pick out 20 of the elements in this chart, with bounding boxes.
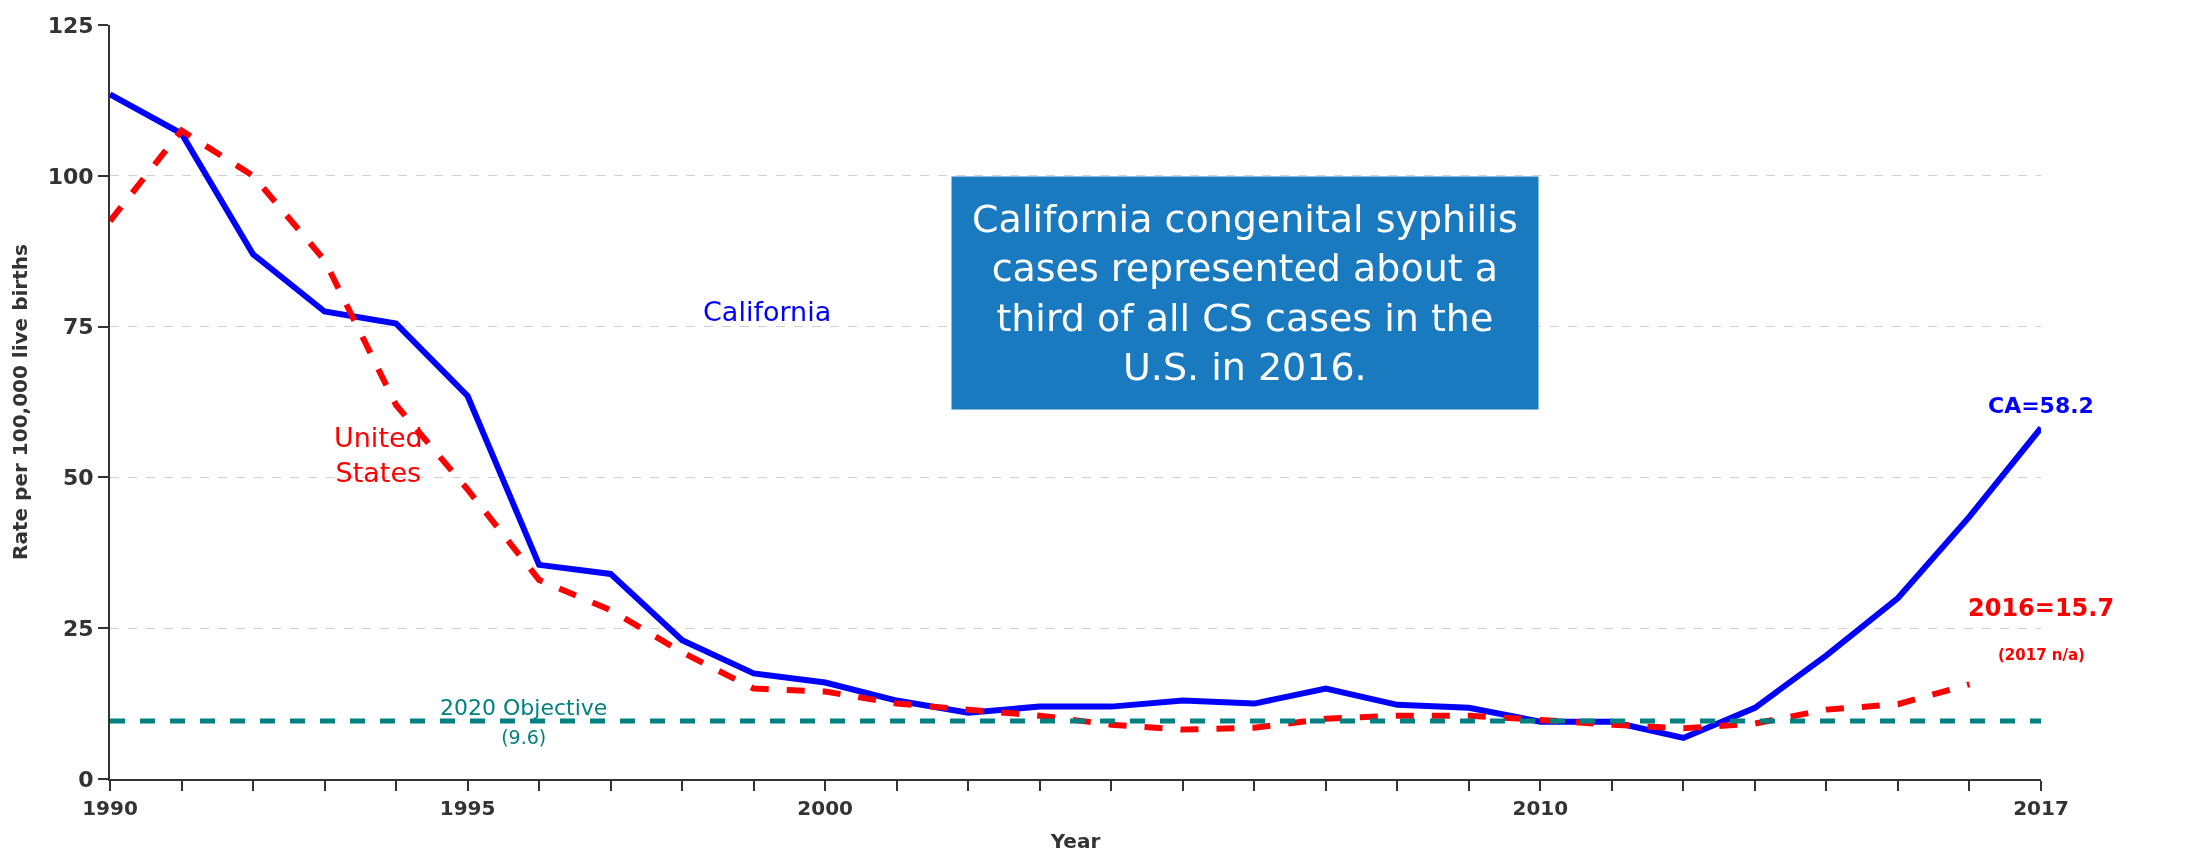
x-tick-label: 2010 [1512, 796, 1569, 820]
annotation: 2016=15.7 [1968, 594, 2115, 622]
ref-line-label: 2020 Objective (9.6) [440, 695, 608, 748]
x-axis-title: Year [1049, 829, 1101, 853]
y-tick-label: 0 [78, 766, 94, 792]
x-tick-label: 1990 [82, 796, 138, 820]
y-tick-label: 75 [62, 314, 94, 340]
x-tick-label: 2017 [2013, 796, 2069, 820]
x-tick-label: 1995 [439, 796, 496, 820]
x-tick-label: 2000 [797, 796, 854, 820]
y-tick-label: 125 [47, 12, 94, 38]
annotation: California congenital syphilis cases represented about a third of all CS cases in the U.S. in 2016. [972, 197, 1518, 390]
y-tick-label: 100 [47, 163, 94, 189]
annotation: CA=58.2 [1988, 393, 2094, 418]
y-tick-label: 50 [62, 465, 94, 491]
y-axis-title: Rate per 100,000 live births [7, 244, 32, 560]
y-tick-label: 25 [62, 615, 94, 641]
text: California [703, 296, 832, 327]
annotation: (2017 n/a) [1998, 646, 2085, 664]
series-label: United States [334, 422, 423, 489]
